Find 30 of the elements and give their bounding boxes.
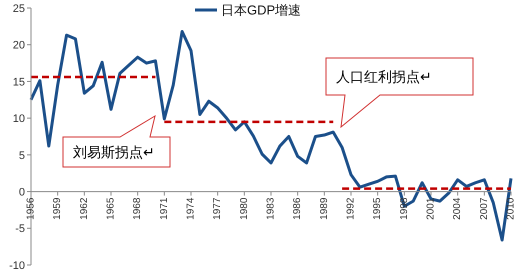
x-tick-label: 1959 — [52, 197, 64, 220]
y-tick-label: -5 — [15, 223, 25, 236]
x-tick-label: 1956 — [26, 197, 36, 220]
y-tick-label: -10 — [9, 260, 25, 272]
x-tick-label: 2001 — [426, 197, 436, 220]
x-tick-label: 1995 — [372, 197, 384, 220]
x-tick-label: 1989 — [318, 197, 330, 220]
y-tick-label: 20 — [12, 40, 25, 52]
x-tick-label: 2010 — [506, 197, 516, 220]
x-tick-label: 1983 — [266, 197, 276, 220]
x-tick-label: 2004 — [452, 197, 464, 220]
y-tick-label: 10 — [12, 113, 25, 126]
x-tick-label: 1998 — [398, 197, 410, 220]
x-tick-label: 1971 — [158, 197, 170, 220]
x-tick-label: 1980 — [238, 197, 250, 220]
annotation: 刘易斯拐点↵ — [73, 144, 155, 160]
legend-label: 日本GDP增速 — [221, 2, 302, 18]
x-tick-label: 1974 — [186, 197, 196, 220]
x-tick-label: 1986 — [292, 197, 304, 220]
x-tick-label: 1977 — [212, 197, 224, 220]
x-tick-label: 1968 — [132, 197, 144, 220]
y-tick-label: 15 — [12, 76, 25, 88]
y-tick-label: 0 — [18, 186, 25, 198]
x-tick-label: 2007 — [478, 197, 490, 220]
x-tick-label: 1965 — [106, 197, 116, 220]
y-tick-label: 5 — [18, 150, 25, 162]
annotation: 人口红利拐点↵ — [336, 68, 432, 84]
x-tick-label: 1962 — [78, 197, 90, 220]
y-tick-label: 25 — [12, 2, 25, 15]
x-tick-label: 1992 — [346, 197, 356, 220]
